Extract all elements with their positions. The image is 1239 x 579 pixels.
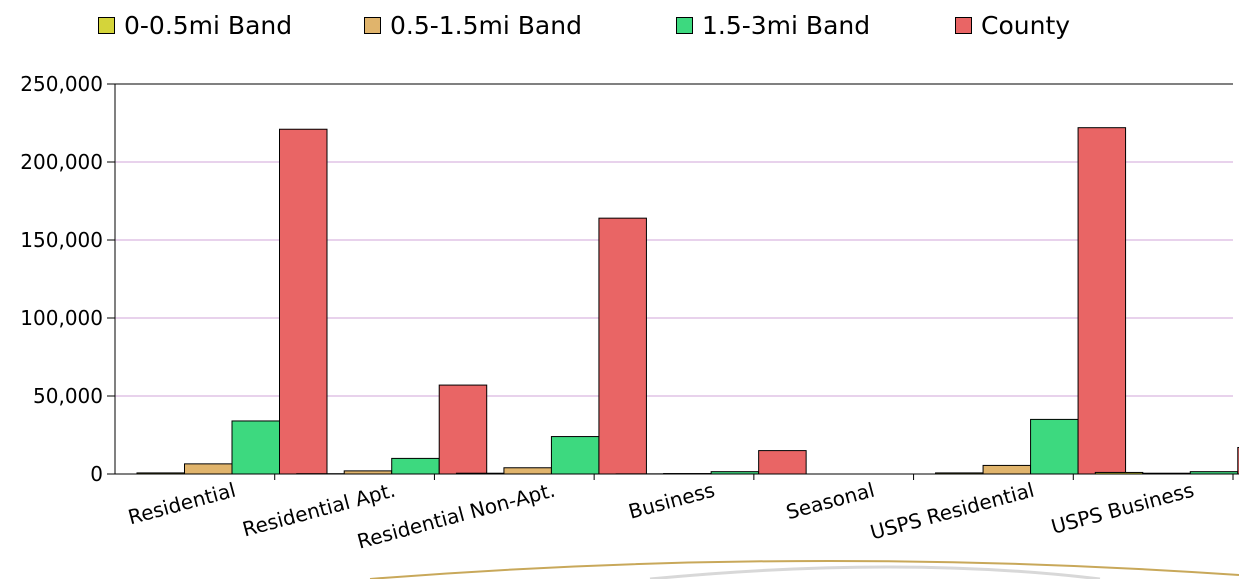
decorative-arc — [369, 559, 1239, 579]
bar[interactable] — [455, 472, 505, 475]
bar[interactable] — [136, 472, 185, 475]
bar[interactable] — [503, 467, 552, 475]
legend-swatch — [955, 17, 972, 34]
legend-item-band-1.5-3[interactable]: 1.5-3mi Band — [676, 11, 870, 40]
legend-item-band-0-0.5[interactable]: 0-0.5mi Band — [98, 11, 292, 40]
bar[interactable] — [184, 463, 233, 475]
y-tick-label: 50,000 — [33, 384, 103, 408]
legend-label: 0.5-1.5mi Band — [390, 11, 582, 40]
y-tick-label: 250,000 — [20, 72, 103, 96]
x-category-label: USPS Business — [1049, 478, 1197, 539]
bar[interactable] — [550, 436, 600, 475]
legend-swatch — [98, 17, 115, 34]
x-category-label: Business — [626, 478, 717, 524]
bar[interactable] — [391, 457, 440, 475]
legend-label: County — [981, 11, 1071, 40]
legend-label: 1.5-3mi Band — [702, 11, 871, 40]
x-category-label: USPS Residential — [868, 478, 1037, 545]
y-tick-label: 0 — [90, 462, 103, 486]
bar[interactable] — [1142, 472, 1191, 475]
y-tick-label: 200,000 — [20, 150, 103, 174]
bar[interactable] — [1030, 418, 1079, 475]
y-tick-label: 100,000 — [20, 306, 103, 330]
x-category-label: Seasonal — [783, 478, 877, 525]
legend-swatch — [364, 17, 381, 34]
x-category-label: Residential — [126, 478, 239, 530]
bar[interactable] — [982, 464, 1032, 475]
bar[interactable] — [935, 472, 984, 475]
bar[interactable] — [343, 470, 393, 475]
legend-item-band-0.5-1.5[interactable]: 0.5-1.5mi Band — [364, 11, 582, 40]
bar[interactable] — [1077, 127, 1127, 475]
bar[interactable] — [231, 420, 280, 475]
bar[interactable] — [1094, 471, 1144, 475]
bar[interactable] — [710, 471, 760, 475]
bar[interactable] — [1237, 446, 1239, 475]
chart-legend: 0-0.5mi Band 0.5-1.5mi Band 1.5-3mi Band… — [0, 0, 1239, 56]
y-tick-label: 150,000 — [20, 228, 103, 252]
bar[interactable] — [1189, 471, 1239, 475]
bar[interactable] — [438, 384, 488, 475]
legend-swatch — [676, 17, 693, 34]
bar[interactable] — [598, 217, 647, 475]
bar[interactable] — [758, 450, 807, 475]
bars — [136, 127, 1239, 475]
legend-item-county[interactable]: County — [955, 11, 1070, 40]
bar[interactable] — [279, 128, 328, 475]
legend-label: 0-0.5mi Band — [124, 11, 293, 40]
